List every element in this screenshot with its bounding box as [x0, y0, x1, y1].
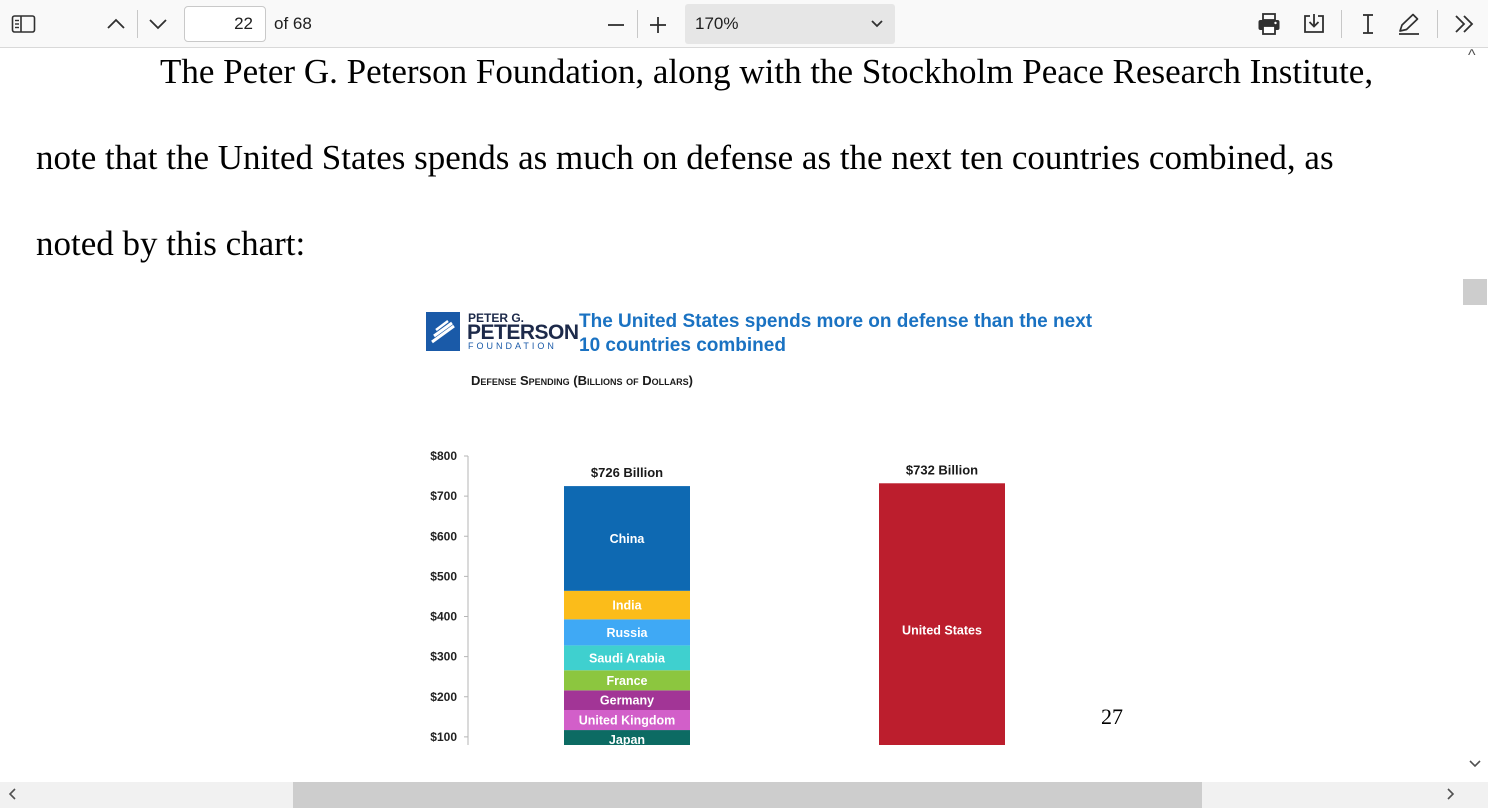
next-page-icon[interactable]: [146, 12, 170, 36]
bar-segment-label: Saudi Arabia: [589, 651, 666, 665]
y-tick-label: $600: [430, 529, 457, 543]
defense-spending-chart: PETER G. PETERSON FOUNDATION The United …: [420, 305, 1120, 745]
peterson-logo-icon: [426, 312, 460, 351]
bar-segment: [879, 483, 1005, 745]
chart-subtitle: Defense Spending (Billions of Dollars): [471, 373, 693, 388]
previous-page-icon[interactable]: [104, 12, 128, 36]
bar-segment: [564, 619, 690, 646]
bar-segment: [564, 690, 690, 710]
y-tick-label: $800: [430, 449, 457, 463]
paragraph-line: noted by this chart:: [36, 224, 306, 263]
bar-total-label: $732 Billion: [906, 462, 978, 477]
bar-segment: [564, 670, 690, 691]
vertical-scroll-thumb[interactable]: [1463, 279, 1487, 305]
zoom-out-icon[interactable]: [604, 12, 628, 36]
scroll-right-icon[interactable]: [1443, 787, 1457, 806]
vertical-scrollbar[interactable]: ^: [1462, 47, 1488, 782]
horizontal-scrollbar[interactable]: [0, 782, 1488, 808]
bar-segment: [564, 645, 690, 671]
bar-segment: [564, 709, 690, 731]
paragraph-line: note that the United States spends as mu…: [36, 138, 1334, 177]
page-number-input[interactable]: [184, 6, 266, 42]
save-download-icon[interactable]: [1300, 11, 1328, 37]
pdf-toolbar: of 68 170%: [0, 0, 1488, 48]
zoom-level-value: 170%: [695, 14, 739, 33]
chevron-down-icon: [869, 16, 885, 37]
y-tick-label: $400: [430, 610, 457, 624]
chart-plot: $0$100$200$300$400$500$600$700$800Brazil…: [430, 449, 1005, 745]
y-tick-label: $500: [430, 569, 457, 583]
toolbar-divider: [137, 10, 138, 38]
bar-segment-label: United Kingdom: [579, 714, 676, 728]
logo-text: PETER G.: [468, 311, 525, 325]
bar-segment-label: Japan: [609, 733, 645, 745]
chart-title: The United States spends more on defense…: [579, 311, 1093, 356]
logo-text: FOUNDATION: [468, 341, 557, 351]
toolbar-divider: [1341, 10, 1342, 38]
bar-segment-label: France: [607, 674, 648, 688]
logo-text: PETERSON: [467, 321, 579, 344]
y-tick-label: $200: [430, 690, 457, 704]
pdf-page-viewport: The Peter G. Peterson Foundation, along …: [0, 49, 1462, 782]
bar-segment: [564, 730, 690, 745]
print-icon[interactable]: [1255, 11, 1283, 37]
toolbar-divider: [637, 10, 638, 38]
paragraph-line: The Peter G. Peterson Foundation, along …: [160, 52, 1374, 91]
bar-segment-label: Russia: [607, 626, 649, 640]
horizontal-scroll-thumb[interactable]: [293, 782, 1202, 808]
bar-segment-label: United States: [902, 624, 982, 638]
bar-segment: [564, 590, 690, 620]
text-select-icon[interactable]: [1355, 11, 1381, 37]
bar-segment-label: India: [612, 599, 642, 613]
more-tools-icon[interactable]: [1450, 11, 1478, 37]
toolbar-divider: [1437, 10, 1438, 38]
y-tick-label: $100: [430, 730, 457, 744]
page-count-label: of 68: [274, 14, 312, 33]
scroll-down-icon[interactable]: [1468, 757, 1482, 776]
zoom-level-dropdown[interactable]: 170%: [685, 4, 895, 44]
bar-segment-label: Germany: [600, 694, 654, 708]
page-number: 27: [1101, 704, 1123, 729]
bar-total-label: $726 Billion: [591, 465, 663, 480]
scroll-up-icon[interactable]: ^: [1468, 47, 1476, 64]
bar-segment: [564, 486, 690, 591]
zoom-in-icon[interactable]: [646, 12, 670, 36]
bar-segment-label: China: [610, 532, 646, 546]
scroll-left-icon[interactable]: [6, 787, 20, 806]
draw-pen-icon[interactable]: [1395, 11, 1423, 37]
sidebar-toggle-icon[interactable]: [10, 12, 38, 36]
y-tick-label: $700: [430, 489, 457, 503]
y-tick-label: $300: [430, 650, 457, 664]
